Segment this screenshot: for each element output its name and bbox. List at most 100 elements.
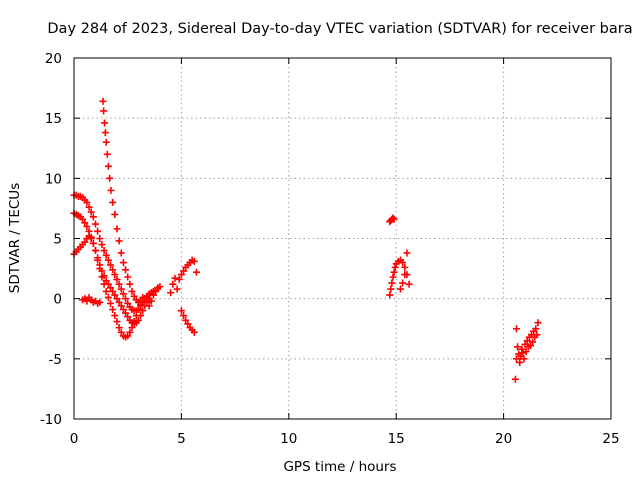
- data-point: [109, 198, 117, 206]
- data-point: [126, 328, 134, 336]
- data-point: [399, 259, 407, 267]
- data-point: [113, 318, 121, 326]
- x-tick-label: 10: [280, 431, 297, 447]
- data-point: [389, 214, 397, 222]
- data-point: [79, 215, 87, 223]
- data-point: [96, 235, 104, 242]
- data-point: [109, 305, 117, 313]
- data-point: [156, 283, 164, 291]
- data-point: [122, 266, 130, 274]
- plot-frame: [73, 57, 612, 420]
- data-point: [83, 198, 91, 206]
- grid: [74, 58, 611, 419]
- data-point: [109, 287, 117, 295]
- data-point: [171, 274, 179, 282]
- data-point: [533, 331, 541, 339]
- data-point: [115, 237, 123, 245]
- chart-title: Day 284 of 2023, Sidereal Day-to-day VTE…: [47, 21, 632, 37]
- data-point: [522, 348, 530, 356]
- data-point: [182, 316, 190, 324]
- series-arc-5h: [175, 256, 200, 336]
- data-point: [511, 375, 519, 383]
- data-point: [169, 280, 177, 288]
- data-point: [180, 312, 188, 320]
- data-point: [119, 259, 127, 267]
- data-point: [107, 284, 115, 292]
- data-point: [103, 150, 111, 158]
- data-point: [514, 343, 522, 351]
- y-tick-label: 15: [45, 111, 62, 127]
- data-point: [534, 319, 542, 327]
- y-tick-label: 5: [53, 232, 62, 248]
- data-point: [111, 271, 119, 279]
- data-point: [401, 271, 409, 279]
- data-point: [128, 287, 136, 295]
- data-point: [96, 265, 104, 273]
- data-point: [119, 305, 127, 313]
- y-tick-label: 20: [45, 51, 62, 67]
- data-point: [81, 219, 89, 227]
- data-point: [147, 297, 155, 305]
- y-tick-label: -10: [40, 412, 62, 428]
- data-point: [117, 249, 125, 257]
- data-point: [122, 309, 130, 317]
- data-point: [107, 186, 115, 194]
- data-point: [518, 345, 526, 353]
- data-point: [94, 256, 102, 264]
- data-point: [134, 316, 142, 324]
- x-tick-label: 25: [602, 431, 619, 447]
- data-point: [175, 275, 183, 283]
- data-point: [399, 279, 407, 287]
- data-point: [113, 275, 121, 283]
- data-point: [520, 355, 528, 363]
- x-tick-label: 15: [388, 431, 405, 447]
- data-point: [109, 266, 117, 274]
- data-point: [111, 210, 119, 218]
- data-point: [104, 256, 112, 264]
- data-point: [401, 263, 409, 271]
- data-point: [390, 268, 398, 276]
- data-point: [98, 241, 106, 249]
- data-point: [532, 325, 540, 333]
- plot-border: [73, 57, 612, 420]
- data-point: [81, 238, 89, 246]
- series-upper-branch: [70, 191, 162, 315]
- data-point: [126, 280, 134, 288]
- data-point: [396, 285, 404, 293]
- data-point: [167, 289, 175, 297]
- y-axis-label: SDTVAR / TECUs: [7, 183, 23, 293]
- data-point: [124, 273, 132, 281]
- data-point: [91, 220, 99, 228]
- data-point: [190, 328, 198, 336]
- data-point: [390, 215, 398, 223]
- data-point: [113, 225, 121, 233]
- data-point: [512, 355, 520, 363]
- data-point: [389, 273, 397, 281]
- data-point: [391, 263, 399, 271]
- data-point: [403, 249, 411, 257]
- data-point: [526, 342, 534, 350]
- data-point: [115, 280, 123, 288]
- data-points: [70, 97, 542, 383]
- x-tick-label: 5: [177, 431, 186, 447]
- data-point: [102, 251, 110, 259]
- series-arc-21h: [511, 319, 542, 383]
- data-point: [85, 203, 93, 211]
- data-point: [113, 295, 121, 303]
- data-point: [190, 257, 198, 265]
- data-point: [102, 277, 110, 285]
- data-point: [102, 287, 110, 295]
- data-point: [387, 285, 395, 293]
- data-point: [130, 318, 138, 326]
- data-point: [180, 267, 188, 275]
- data-point: [96, 298, 104, 306]
- data-point: [130, 292, 138, 300]
- series-arc-15h: [386, 214, 413, 299]
- data-point: [149, 291, 157, 299]
- data-point: [91, 247, 99, 255]
- data-point: [99, 97, 107, 105]
- series-zero-cluster: [79, 274, 181, 310]
- data-point: [100, 107, 108, 115]
- data-point: [107, 299, 115, 307]
- data-point: [128, 324, 136, 332]
